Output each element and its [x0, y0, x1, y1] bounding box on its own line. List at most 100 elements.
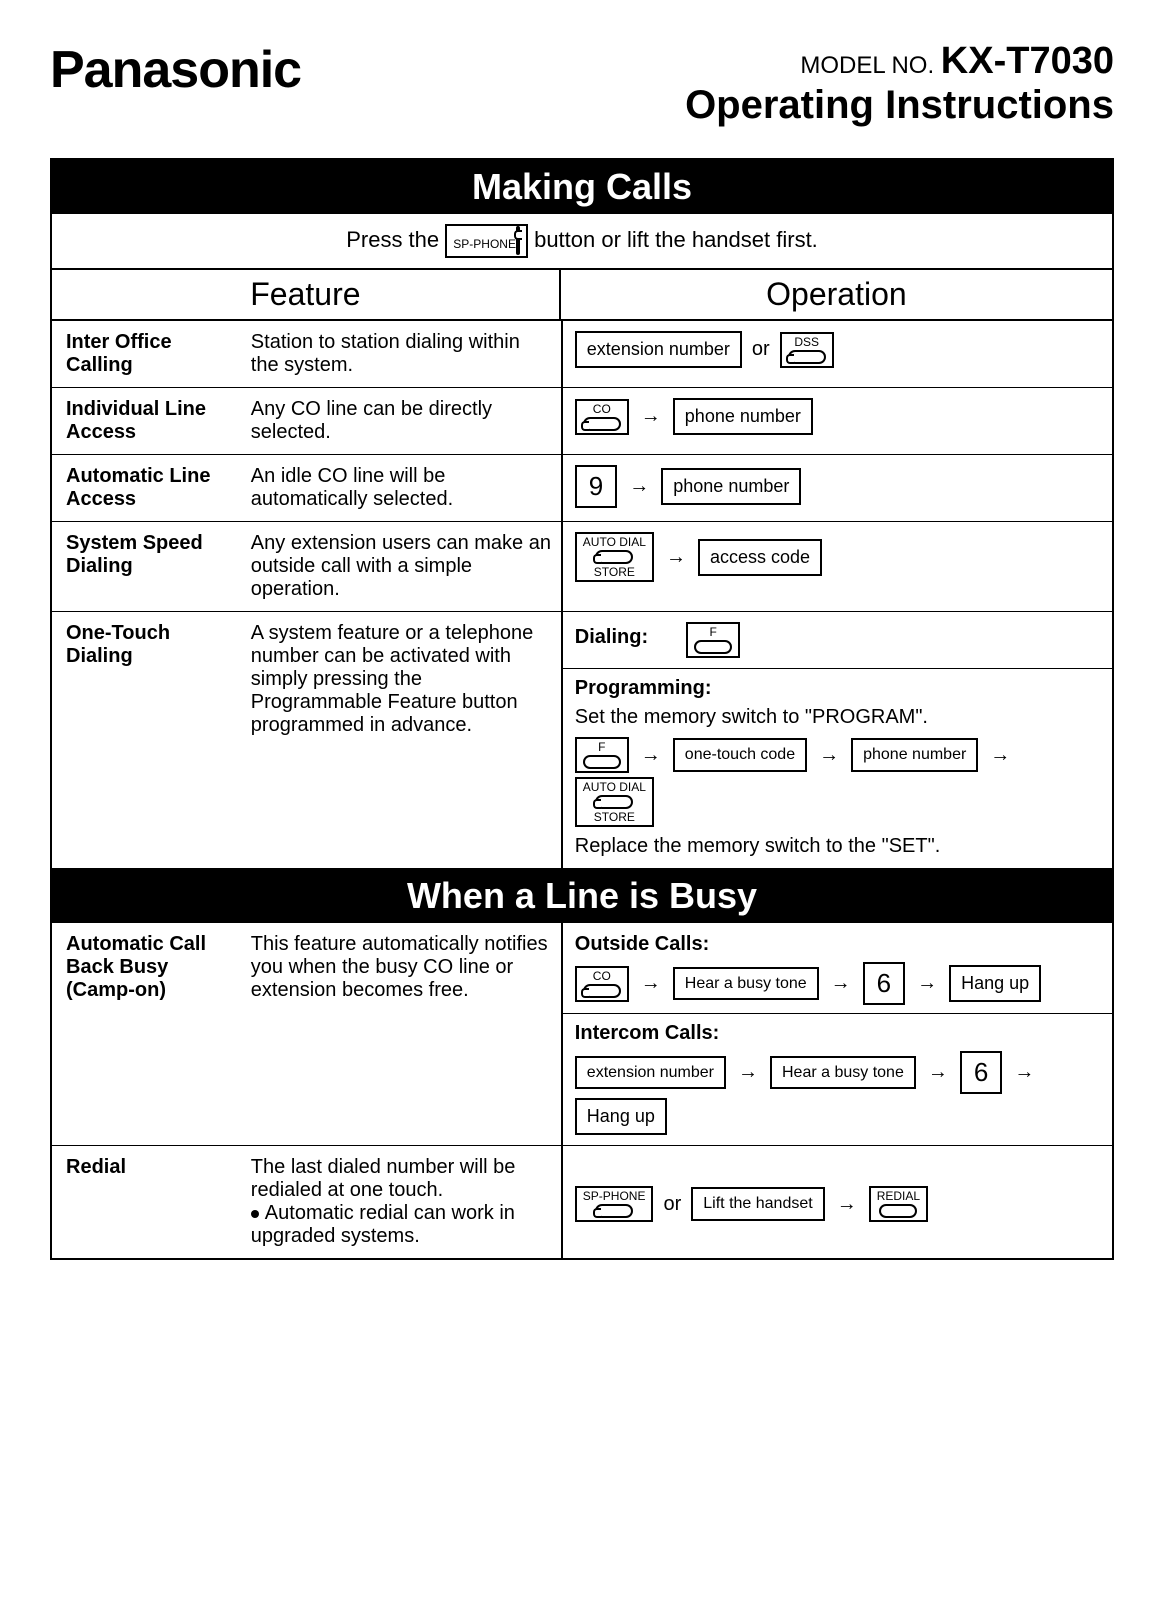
- or-text: or: [752, 338, 770, 361]
- feature-name: Inter Office Calling: [52, 321, 243, 387]
- sp-phone-button: SP-PHONE: [445, 224, 528, 258]
- auto-dial-store-button: AUTO DIAL STORE: [575, 777, 654, 827]
- sp-phone-label: SP-PHONE: [453, 237, 516, 251]
- redial-desc-text: The last dialed number will be redialed …: [251, 1156, 516, 1201]
- sp-phone-label: SP-PHONE: [583, 1190, 646, 1202]
- auto-dial-label: AUTO DIAL: [583, 781, 646, 793]
- or-text: or: [663, 1193, 681, 1216]
- feature-desc: Station to station dialing within the sy…: [243, 321, 561, 387]
- feature-name: Automatic Call Back Busy (Camp-on): [52, 923, 243, 1145]
- co-label: CO: [593, 403, 611, 415]
- model-line: MODEL NO. KX-T7030: [685, 40, 1114, 83]
- extension-number-box: extension number: [575, 331, 742, 368]
- button-shape-icon: [583, 755, 621, 769]
- redial-bullet-text: Automatic redial can work in upgraded sy…: [251, 1202, 515, 1247]
- auto-dial-store-button: AUTO DIAL STORE: [575, 532, 654, 582]
- key-6: 6: [960, 1051, 1002, 1094]
- header: Panasonic MODEL NO. KX-T7030 Operating I…: [50, 40, 1114, 128]
- f-button: F: [575, 737, 629, 773]
- model-prefix: MODEL NO.: [800, 52, 934, 79]
- brand: Panasonic: [50, 40, 301, 100]
- feature-operation: extension number or DSS: [561, 321, 1112, 387]
- f-button: F: [686, 622, 740, 658]
- model-number: KX-T7030: [941, 40, 1114, 82]
- redial-label: REDIAL: [877, 1190, 920, 1202]
- button-shape-icon: [694, 640, 732, 654]
- feature-operation: SP-PHONE or Lift the handset → REDIAL: [561, 1146, 1112, 1258]
- feature-row: Redial The last dialed number will be re…: [52, 1146, 1112, 1258]
- redial-button: REDIAL: [869, 1186, 928, 1222]
- col-feature-header: Feature: [52, 270, 561, 319]
- divider: [563, 1013, 1112, 1014]
- section-making-calls: Making Calls: [52, 160, 1112, 214]
- co-button: CO: [575, 399, 629, 435]
- feature-operation: Dialing: F Programming: Set the memory s…: [561, 612, 1112, 868]
- feature-operation: 9 → phone number: [561, 455, 1112, 521]
- feature-desc: Any extension users can make an outside …: [243, 522, 561, 611]
- feature-name: Redial: [52, 1146, 243, 1258]
- arrow-icon: →: [641, 405, 661, 428]
- col-operation-header: Operation: [561, 270, 1112, 319]
- feature-desc: A system feature or a telephone number c…: [243, 612, 561, 868]
- intercom-calls-label: Intercom Calls:: [575, 1022, 1100, 1045]
- feature-operation: Outside Calls: CO → Hear a busy tone → 6…: [561, 923, 1112, 1145]
- key-6: 6: [863, 962, 905, 1005]
- feature-row: Inter Office Calling Station to station …: [52, 321, 1112, 388]
- arrow-icon: →: [928, 1061, 948, 1084]
- intro-before: Press the: [346, 227, 439, 252]
- button-shape-icon: [595, 550, 633, 564]
- phone-number-box: phone number: [851, 738, 978, 772]
- divider: [563, 668, 1112, 669]
- feature-row: System Speed Dialing Any extension users…: [52, 522, 1112, 612]
- button-shape-icon: [516, 226, 520, 255]
- phone-number-box: phone number: [673, 398, 813, 435]
- title-block: MODEL NO. KX-T7030 Operating Instruction…: [685, 40, 1114, 128]
- store-label: STORE: [594, 811, 635, 823]
- co-label: CO: [593, 970, 611, 982]
- feature-desc: This feature automatically notifies you …: [243, 923, 561, 1145]
- arrow-icon: →: [738, 1061, 758, 1084]
- button-shape-icon: [595, 795, 633, 809]
- feature-row: Individual Line Access Any CO line can b…: [52, 388, 1112, 455]
- store-label: STORE: [594, 566, 635, 578]
- feature-desc: An idle CO line will be automatically se…: [243, 455, 561, 521]
- feature-desc: Any CO line can be directly selected.: [243, 388, 561, 454]
- doc-title: Operating Instructions: [685, 83, 1114, 128]
- arrow-icon: →: [819, 744, 839, 767]
- f-label: F: [709, 626, 716, 638]
- feature-desc: The last dialed number will be redialed …: [243, 1146, 561, 1258]
- arrow-icon: →: [917, 972, 937, 995]
- hang-up-box: Hang up: [575, 1098, 667, 1135]
- arrow-icon: →: [641, 744, 661, 767]
- feature-operation: AUTO DIAL STORE → access code: [561, 522, 1112, 611]
- programming-text-1: Set the memory switch to "PROGRAM".: [575, 706, 1100, 729]
- feature-operation: CO → phone number: [561, 388, 1112, 454]
- auto-dial-label: AUTO DIAL: [583, 536, 646, 548]
- button-shape-icon: [583, 984, 621, 998]
- programming-label: Programming:: [575, 677, 1100, 700]
- programming-text-2: Replace the memory switch to the "SET".: [575, 835, 1100, 858]
- extension-number-box: extension number: [575, 1056, 726, 1090]
- arrow-icon: →: [629, 475, 649, 498]
- dialing-label: Dialing:: [575, 626, 648, 649]
- feature-name: One-Touch Dialing: [52, 612, 243, 868]
- arrow-icon: →: [831, 972, 851, 995]
- feature-row: One-Touch Dialing A system feature or a …: [52, 612, 1112, 869]
- hang-up-box: Hang up: [949, 965, 1041, 1002]
- feature-row: Automatic Line Access An idle CO line wi…: [52, 455, 1112, 522]
- arrow-icon: →: [666, 546, 686, 569]
- feature-name: System Speed Dialing: [52, 522, 243, 611]
- button-shape-icon: [788, 350, 826, 364]
- feature-name: Automatic Line Access: [52, 455, 243, 521]
- arrow-icon: →: [990, 744, 1010, 767]
- f-label: F: [598, 741, 605, 753]
- button-shape-icon: [595, 1204, 633, 1218]
- lift-handset-box: Lift the handset: [691, 1187, 824, 1221]
- busy-tone-box: Hear a busy tone: [770, 1056, 916, 1090]
- feature-row: Automatic Call Back Busy (Camp-on) This …: [52, 923, 1112, 1146]
- busy-tone-box: Hear a busy tone: [673, 967, 819, 1001]
- feature-name: Individual Line Access: [52, 388, 243, 454]
- arrow-icon: →: [641, 972, 661, 995]
- main-table: Making Calls Press the SP-PHONE button o…: [50, 158, 1114, 1260]
- one-touch-code-box: one-touch code: [673, 738, 807, 772]
